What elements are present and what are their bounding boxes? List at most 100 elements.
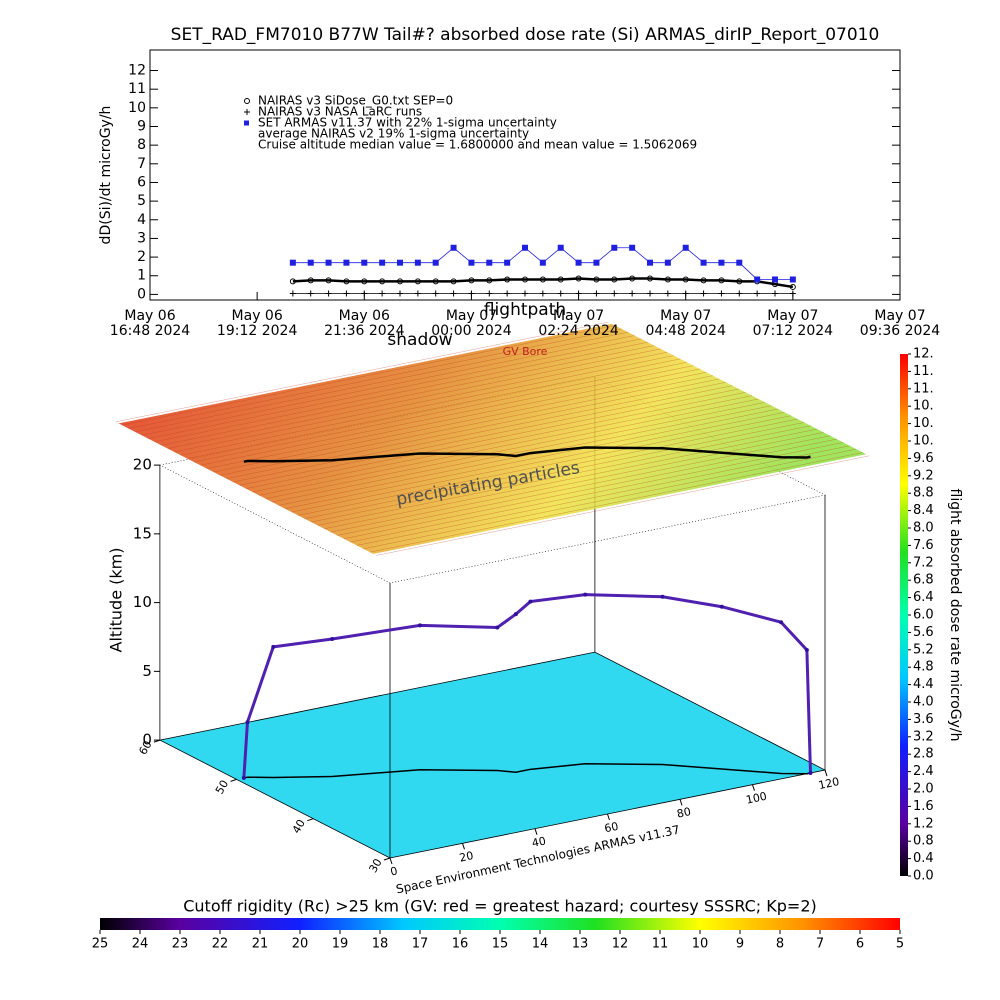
colorbar-tick-label: 8.0 <box>913 521 934 536</box>
colorbar-tick-label: 0.4 <box>913 851 934 866</box>
plane-line <box>291 412 785 513</box>
rigidity-tick-label: 6 <box>856 937 864 952</box>
colorbar-tick-label: 9.2 <box>913 468 934 483</box>
colorbar-tick-label: 11. <box>913 381 934 396</box>
marker <box>307 290 314 297</box>
rigidity-tick-label: 25 <box>92 937 109 952</box>
marker <box>789 283 796 290</box>
z-axis-label: Altitude (km) <box>107 548 126 653</box>
marker <box>718 259 725 266</box>
flight-point <box>528 599 533 604</box>
x-tick-label: May 07 02:24 2024 <box>538 308 619 339</box>
plane-line <box>226 378 720 479</box>
plot-frame <box>149 49 901 301</box>
colorbar-tick-label: 6.8 <box>913 573 934 588</box>
legend-symbol <box>244 109 250 115</box>
marker <box>539 276 546 283</box>
rigidity-tick-label: 20 <box>292 937 309 952</box>
plane-line <box>187 358 681 459</box>
series-line <box>292 277 794 289</box>
flight-point <box>719 604 724 609</box>
y-tick-label: 5 <box>137 193 146 209</box>
marker <box>772 276 778 283</box>
marker <box>522 290 528 297</box>
y-tick <box>307 818 314 822</box>
marker <box>343 278 350 285</box>
marker <box>486 277 493 284</box>
flight-point <box>417 623 422 628</box>
plane-line <box>128 328 622 429</box>
annotation: flightpath <box>484 300 566 320</box>
marker <box>486 259 493 266</box>
plane-line <box>330 432 824 533</box>
plane-line <box>271 402 766 503</box>
marker <box>700 277 707 284</box>
rigidity-tick-label: 5 <box>896 937 904 952</box>
marker <box>611 290 618 297</box>
marker <box>754 290 761 297</box>
colorbar-tick-label: 4.0 <box>913 695 934 710</box>
marker <box>414 278 421 285</box>
y-tick-label: 12 <box>128 63 146 79</box>
plane-line <box>148 338 642 439</box>
colorbar-tick-label: 7.2 <box>913 555 934 570</box>
y-tick-label: 50 <box>213 778 231 797</box>
colorbar-tick-label: 3.2 <box>913 729 934 744</box>
rigidity-bar <box>100 918 900 930</box>
marker <box>718 290 725 297</box>
legend-label: NAIRAS v3 NASA LaRC runs <box>258 105 422 119</box>
marker <box>647 259 653 266</box>
x-tick <box>462 843 465 850</box>
legend-symbol <box>244 120 249 126</box>
y-tick-label: 11 <box>128 81 146 97</box>
x-tick-label: May 06 19:12 2024 <box>216 308 298 339</box>
plane-line <box>311 422 805 523</box>
marker <box>593 290 600 297</box>
flight-point <box>660 594 665 599</box>
flight-point <box>241 775 246 780</box>
marker <box>664 290 671 297</box>
marker <box>325 277 332 284</box>
marker <box>486 290 493 297</box>
marker <box>629 275 636 282</box>
colorbar-tick-label: 4.8 <box>913 660 934 675</box>
annotation: average NAIRAS v2 19% 1-sigma uncertaint… <box>258 127 529 141</box>
marker <box>593 276 600 283</box>
marker <box>772 290 778 297</box>
plane-line <box>174 352 668 453</box>
x-tick-label: 40 <box>531 834 547 850</box>
marker <box>397 278 403 285</box>
marker <box>682 276 689 283</box>
marker <box>504 276 511 283</box>
ground-track <box>243 762 811 779</box>
plane-line <box>206 368 700 469</box>
y-tick-label: 7 <box>137 156 146 172</box>
flight-point <box>245 720 250 725</box>
colorbar-tick-label: 1.6 <box>913 799 934 814</box>
marker <box>611 276 618 283</box>
marker <box>647 275 653 282</box>
marker <box>789 276 796 283</box>
x-tick-label: May 07 09:36 2024 <box>859 308 941 339</box>
colorbar-tick-label: 10. <box>913 416 934 431</box>
colorbar-tick-label: 11. <box>913 364 934 379</box>
y-tick-label: 1 <box>137 268 146 284</box>
plane-line <box>141 335 635 436</box>
marker <box>664 259 671 266</box>
y-tick <box>383 857 391 861</box>
plane-line <box>232 382 726 483</box>
x-tick-label: May 07 00:00 2024 <box>431 308 512 339</box>
y-tick-label: 2 <box>137 249 146 265</box>
x-tick-label: 60 <box>603 820 619 836</box>
x-tick <box>534 828 538 835</box>
colorbar-tick-label: 1.2 <box>913 816 934 831</box>
colorbar-tick-label: 0.0 <box>913 869 934 884</box>
chart-title: SET_RAD_FM7010 B77W Tail#? absorbed dose… <box>171 25 880 45</box>
x-tick-label: 20 <box>458 849 474 865</box>
rigidity-tick-label: 8 <box>776 937 784 952</box>
colorbar-tick-label: 6.0 <box>913 608 934 623</box>
plane-line <box>298 415 792 516</box>
y-tick-label: 8 <box>137 137 146 153</box>
marker <box>450 244 457 251</box>
marker <box>307 277 314 284</box>
